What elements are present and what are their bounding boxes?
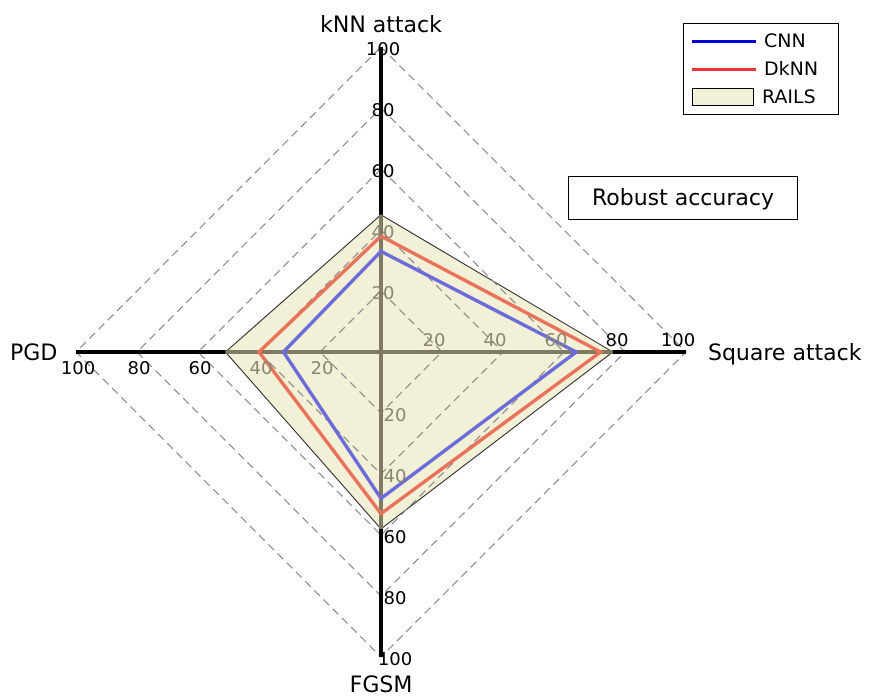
tick-label-fgsm-20: 20 xyxy=(384,405,407,426)
tick-label-pgd-100: 100 xyxy=(61,358,95,379)
axis-label-knn-attack: kNN attack xyxy=(320,13,442,38)
tick-label-knn-attack-80: 80 xyxy=(372,100,395,121)
axis-label-pgd: PGD xyxy=(10,341,57,366)
legend-swatch-dknn xyxy=(692,67,756,71)
tick-label-pgd-40: 40 xyxy=(250,358,273,379)
series-line-dknn xyxy=(256,233,604,517)
series-line-cnn xyxy=(281,249,580,501)
legend-item-cnn: CNN xyxy=(692,28,806,54)
series-area-rails xyxy=(224,214,614,530)
legend-swatch-cnn xyxy=(692,39,756,43)
tick-label-fgsm-40: 40 xyxy=(384,466,407,487)
grid-ring-60 xyxy=(197,168,565,536)
legend: CNN DkNN RAILS xyxy=(683,23,839,115)
legend-item-dknn: DkNN xyxy=(692,56,818,82)
tick-label-pgd-60: 60 xyxy=(189,358,212,379)
tick-label-pgd-80: 80 xyxy=(128,358,151,379)
annotation-text: Robust accuracy xyxy=(591,185,774,211)
legend-label-dknn: DkNN xyxy=(764,58,819,80)
annotation-box: Robust accuracy xyxy=(568,176,798,220)
tick-label-knn-attack-20: 20 xyxy=(372,283,395,304)
legend-swatch-rails xyxy=(692,88,754,106)
tick-label-pgd-20: 20 xyxy=(311,358,334,379)
legend-label-cnn: CNN xyxy=(764,30,806,52)
legend-item-rails: RAILS xyxy=(692,84,816,110)
axis-label-fgsm: FGSM xyxy=(350,673,413,697)
tick-label-knn-attack-40: 40 xyxy=(372,222,395,243)
axis-label-square-attack: Square attack xyxy=(708,341,862,366)
tick-label-fgsm-60: 60 xyxy=(384,527,407,548)
tick-label-square-attack-80: 80 xyxy=(606,330,629,351)
tick-label-square-attack-20: 20 xyxy=(423,330,446,351)
tick-label-knn-attack-60: 60 xyxy=(372,161,395,182)
tick-label-fgsm-100: 100 xyxy=(378,649,412,670)
tick-label-square-attack-60: 60 xyxy=(545,330,568,351)
tick-label-fgsm-80: 80 xyxy=(384,588,407,609)
legend-label-rails: RAILS xyxy=(762,86,816,108)
tick-label-square-attack-40: 40 xyxy=(484,330,507,351)
tick-label-knn-attack-100: 100 xyxy=(366,39,400,60)
tick-label-square-attack-100: 100 xyxy=(661,330,695,351)
